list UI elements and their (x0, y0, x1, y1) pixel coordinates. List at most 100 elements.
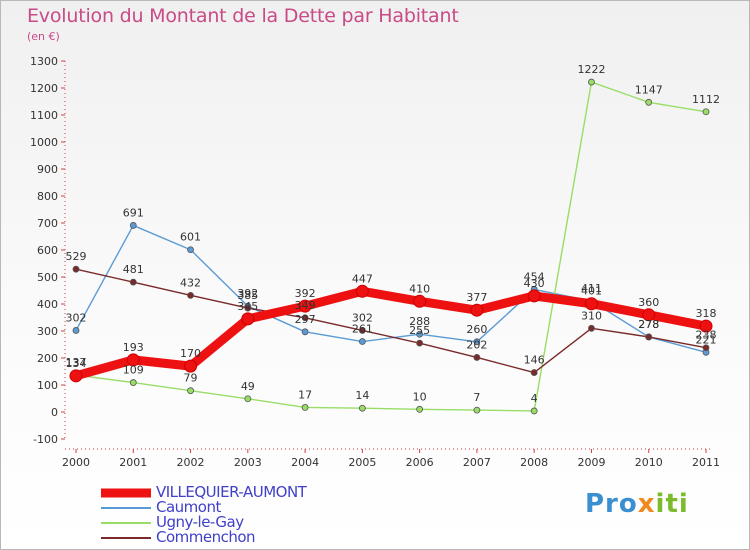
data-point (470, 303, 484, 317)
data-point (69, 369, 83, 383)
x-tick-label: 2005 (348, 456, 376, 469)
proxiti-logo: Proxiti (585, 489, 689, 519)
y-tick-label: 1300 (30, 55, 58, 68)
data-label: 278 (638, 318, 659, 331)
data-label: 1222 (577, 63, 605, 76)
data-label: 392 (295, 287, 316, 300)
data-point (298, 299, 312, 313)
data-label: 278 (638, 318, 659, 331)
data-point (473, 354, 481, 361)
data-point (187, 387, 194, 395)
data-label: 238 (696, 329, 717, 342)
data-point (588, 78, 595, 86)
x-tick-label: 2008 (520, 456, 548, 469)
data-label: 109 (123, 364, 144, 377)
data-label: 7 (473, 391, 480, 404)
y-tick-label: 1200 (30, 82, 58, 95)
data-label: 297 (295, 313, 316, 326)
x-tick-label: 2001 (119, 456, 147, 469)
data-point (530, 369, 538, 376)
chart-subtitle: (en €) (27, 30, 60, 43)
data-label: 10 (413, 390, 427, 403)
chart-title: Evolution du Montant de la Dette par Hab… (27, 5, 459, 27)
data-label: 377 (466, 291, 487, 304)
data-label: 49 (241, 380, 255, 393)
data-label: 454 (524, 270, 545, 283)
y-tick-label: 500 (37, 271, 58, 284)
data-point (416, 405, 424, 413)
data-point (301, 404, 309, 411)
data-label: 137 (66, 356, 87, 369)
data-label: 221 (696, 333, 717, 346)
legend-swatch (101, 506, 151, 509)
y-tick-label: -100 (33, 433, 58, 446)
data-point (129, 379, 137, 386)
data-label: 202 (466, 338, 487, 351)
series-line (75, 81, 707, 412)
data-label: 601 (180, 231, 201, 244)
x-tick-label: 2006 (406, 456, 434, 469)
legend-label: VILLEQUIER-AUMONT (156, 483, 307, 501)
data-label: 318 (696, 307, 717, 320)
data-label: 255 (409, 324, 430, 337)
data-label: 411 (581, 282, 602, 295)
data-point (702, 108, 710, 116)
data-point (184, 359, 198, 373)
data-label: 261 (352, 323, 373, 336)
y-tick-label: 900 (37, 163, 58, 176)
data-point (187, 291, 194, 299)
data-point (358, 404, 366, 412)
data-label: 288 (409, 315, 430, 328)
data-point (358, 338, 366, 345)
data-point (645, 333, 653, 341)
data-point (473, 406, 481, 414)
data-point (241, 312, 255, 326)
data-point (642, 308, 656, 322)
data-label: 360 (638, 296, 659, 309)
y-tick-label: 700 (37, 217, 58, 230)
data-label: 691 (123, 206, 144, 219)
data-point (527, 289, 541, 303)
data-point (358, 327, 366, 334)
data-point (129, 278, 137, 286)
data-label: 392 (237, 287, 258, 300)
x-tick-label: 2002 (177, 456, 205, 469)
data-label: 4 (531, 392, 538, 405)
data-label: 401 (581, 285, 602, 298)
y-tick-label: 1000 (30, 136, 58, 149)
series-line (75, 224, 707, 354)
data-point (416, 330, 424, 338)
data-label: 310 (581, 309, 602, 322)
data-point (126, 353, 140, 367)
data-label: 349 (295, 299, 316, 312)
series-line (71, 286, 711, 381)
data-point (416, 339, 424, 347)
data-label: 1112 (692, 93, 720, 106)
y-tick-label: 400 (37, 298, 58, 311)
x-tick-label: 2004 (291, 456, 319, 469)
legend-swatch (101, 536, 151, 539)
data-label: 302 (66, 311, 87, 324)
y-tick-label: 100 (37, 379, 58, 392)
x-tick-label: 2011 (692, 456, 720, 469)
data-point (413, 294, 427, 308)
data-point (244, 304, 252, 312)
data-label: 529 (66, 250, 87, 263)
x-tick-label: 2007 (463, 456, 491, 469)
data-label: 345 (237, 300, 258, 313)
x-tick-label: 2009 (577, 456, 605, 469)
legend-swatch (101, 521, 151, 524)
data-point (72, 265, 80, 273)
data-label: 447 (352, 272, 373, 285)
data-label: 17 (298, 388, 312, 401)
data-label: 432 (180, 276, 201, 289)
legend-label: Caumont (156, 498, 221, 516)
data-point (301, 328, 309, 336)
data-label: 134 (66, 357, 87, 370)
data-label: 260 (466, 323, 487, 336)
legend-label: Ugny-le-Gay (156, 513, 244, 531)
y-tick-label: 800 (37, 190, 58, 203)
data-label: 1147 (635, 83, 663, 96)
legend-label: Commenchon (156, 528, 256, 546)
